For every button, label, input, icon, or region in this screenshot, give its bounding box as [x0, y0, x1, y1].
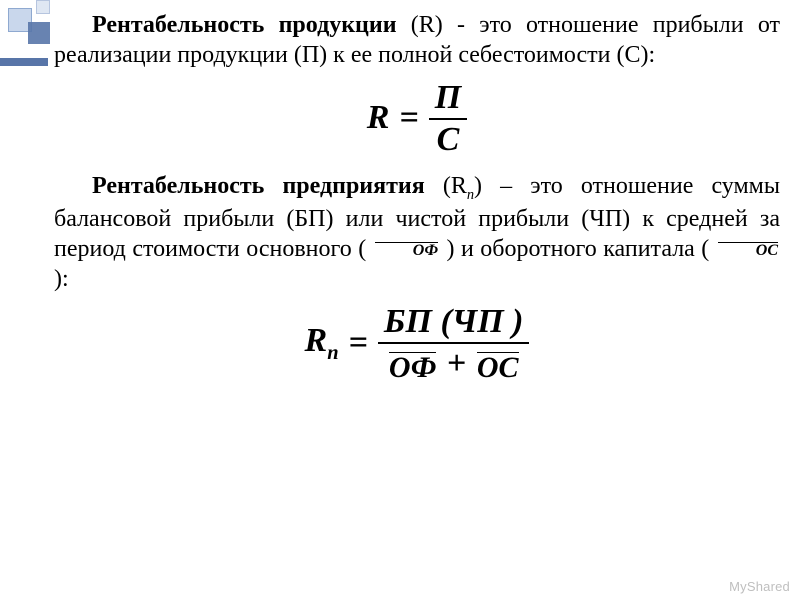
formula-2-den-plus: +: [438, 345, 474, 382]
formula-2-lhs-sub: п: [327, 342, 338, 364]
formula-1-bar: [429, 118, 467, 120]
slide-content: Рентабельность продукции (R) - это отнош…: [54, 10, 780, 396]
formula-1-lhs: R: [367, 97, 390, 140]
paragraph-2-sub: п: [467, 187, 474, 203]
paragraph-2-a: (R: [425, 173, 467, 199]
formula-1-numerator: П: [429, 80, 467, 116]
formula-2: Rп = БП (ЧП ) ОФ + ОС: [305, 304, 530, 381]
term-1: Рентабельность продукции: [92, 12, 397, 38]
formula-2-numerator: БП (ЧП ): [378, 304, 530, 340]
formula-2-den-oc: ОС: [475, 352, 521, 381]
paragraph-2-d: ):: [54, 266, 69, 292]
formula-1-denominator: С: [431, 122, 466, 158]
formula-2-fraction: БП (ЧП ) ОФ + ОС: [378, 304, 530, 381]
deco-square-pale: [36, 0, 50, 14]
watermark: MyShared: [729, 579, 790, 594]
formula-2-den-of-text: ОФ: [389, 354, 437, 381]
formula-1-eq: =: [399, 97, 418, 140]
formula-2-wrap: Rп = БП (ЧП ) ОФ + ОС: [54, 304, 780, 381]
symbol-oc-inline: ОС: [716, 242, 780, 258]
term-2: Рентабельность предприятия: [92, 173, 425, 199]
formula-2-bar: [378, 342, 530, 344]
symbol-of-inline: ОФ: [373, 242, 440, 258]
symbol-oc-text: ОС: [718, 244, 778, 258]
formula-1: R = П С: [367, 80, 468, 157]
paragraph-1: Рентабельность продукции (R) - это отнош…: [54, 10, 780, 70]
formula-1-wrap: R = П С: [54, 80, 780, 157]
deco-bar: [0, 58, 48, 66]
symbol-of-text: ОФ: [375, 244, 438, 258]
formula-2-den-of: ОФ: [387, 352, 439, 381]
paragraph-2-c: ) и оборотного капитала (: [440, 236, 716, 262]
formula-1-fraction: П С: [429, 80, 467, 157]
paragraph-2: Рентабельность предприятия (Rп) – это от…: [54, 171, 780, 294]
formula-2-lhs: Rп: [305, 320, 339, 366]
deco-square-dark: [28, 22, 50, 44]
formula-2-denominator: ОФ + ОС: [381, 346, 527, 382]
formula-2-den-oc-text: ОС: [477, 354, 519, 381]
formula-2-eq: =: [349, 322, 368, 365]
formula-2-lhs-main: R: [305, 322, 328, 359]
